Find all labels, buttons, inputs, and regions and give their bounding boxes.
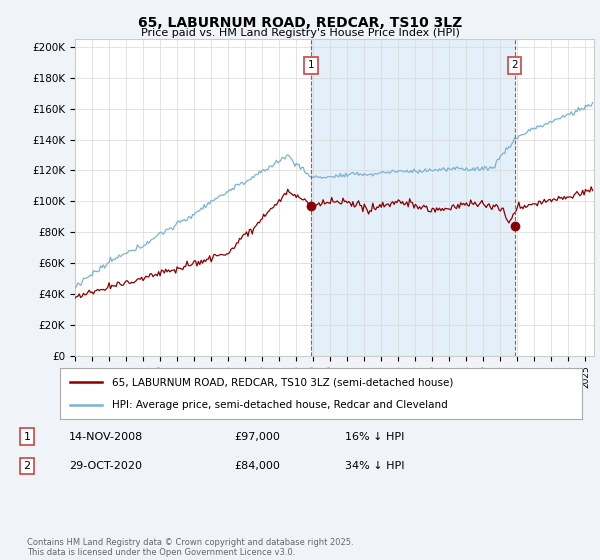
Text: £84,000: £84,000 — [234, 461, 280, 471]
Text: 65, LABURNUM ROAD, REDCAR, TS10 3LZ: 65, LABURNUM ROAD, REDCAR, TS10 3LZ — [138, 16, 462, 30]
Text: Price paid vs. HM Land Registry's House Price Index (HPI): Price paid vs. HM Land Registry's House … — [140, 28, 460, 38]
Text: 14-NOV-2008: 14-NOV-2008 — [69, 432, 143, 442]
Text: 34% ↓ HPI: 34% ↓ HPI — [345, 461, 404, 471]
Text: 1: 1 — [308, 60, 314, 71]
Text: 2: 2 — [511, 60, 518, 71]
Text: Contains HM Land Registry data © Crown copyright and database right 2025.
This d: Contains HM Land Registry data © Crown c… — [27, 538, 353, 557]
Bar — [311, 39, 515, 356]
Text: £97,000: £97,000 — [234, 432, 280, 442]
Text: HPI: Average price, semi-detached house, Redcar and Cleveland: HPI: Average price, semi-detached house,… — [112, 400, 448, 410]
Text: 29-OCT-2020: 29-OCT-2020 — [69, 461, 142, 471]
Text: 1: 1 — [23, 432, 31, 442]
Text: 2: 2 — [23, 461, 31, 471]
Text: 16% ↓ HPI: 16% ↓ HPI — [345, 432, 404, 442]
Text: 65, LABURNUM ROAD, REDCAR, TS10 3LZ (semi-detached house): 65, LABURNUM ROAD, REDCAR, TS10 3LZ (sem… — [112, 377, 454, 387]
